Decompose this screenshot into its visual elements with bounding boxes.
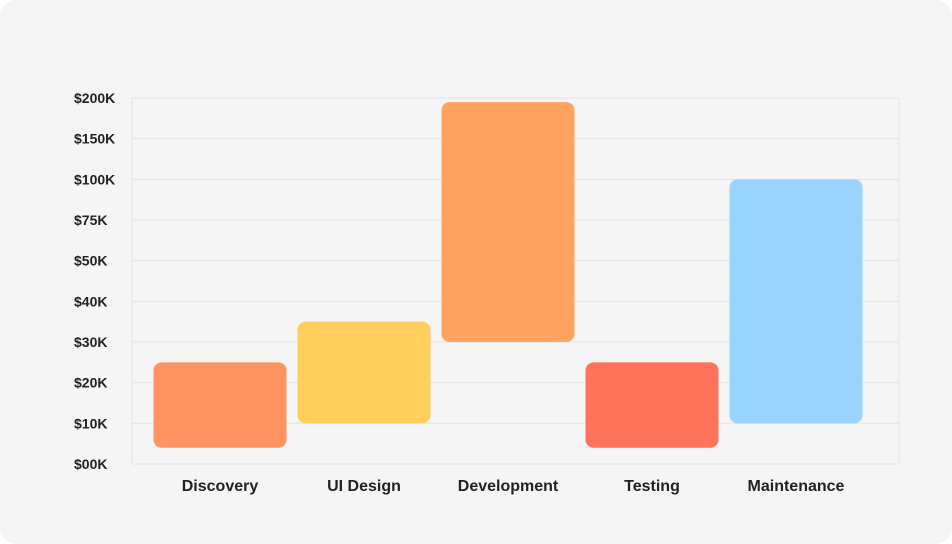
y-tick-label: $40K — [74, 293, 107, 309]
y-tick-label: $10K — [74, 415, 107, 431]
bar-discovery — [153, 362, 287, 448]
bar-maintenance — [729, 179, 863, 424]
y-tick-label: $50K — [74, 253, 107, 269]
y-tick-label: $30K — [74, 334, 107, 350]
bar-ui-design — [297, 321, 431, 424]
bar-development — [441, 102, 575, 342]
y-tick-label: $200K — [74, 90, 115, 106]
x-tick-label: Testing — [624, 478, 680, 495]
bar-testing — [585, 362, 719, 448]
y-tick-label: $100K — [74, 171, 115, 187]
x-tick-label: Discovery — [182, 478, 259, 495]
x-tick-label: Development — [458, 478, 559, 495]
y-tick-label: $75K — [74, 212, 107, 228]
x-tick-label: UI Design — [327, 478, 401, 495]
x-tick-label: Maintenance — [748, 478, 845, 495]
y-tick-label: $20K — [74, 375, 107, 391]
y-tick-label: $00K — [74, 456, 107, 472]
y-tick-label: $150K — [74, 131, 115, 147]
